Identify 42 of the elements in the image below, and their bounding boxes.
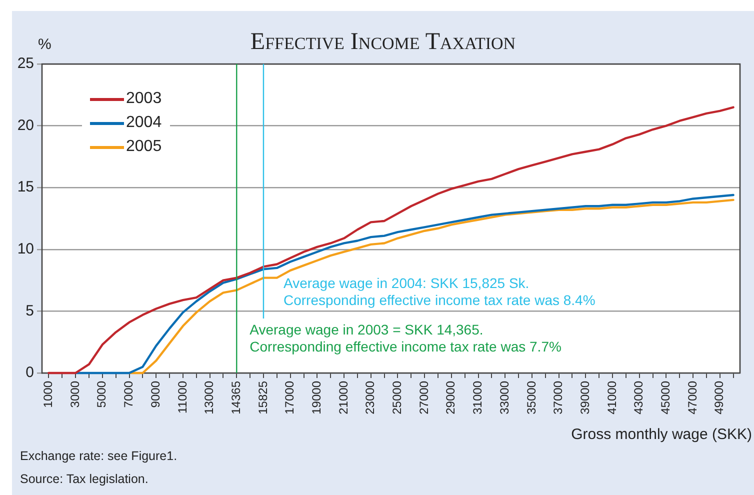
y-tick-label: 25 [17, 55, 34, 72]
y-tick-label: 20 [17, 116, 34, 134]
y-tick-label: 15 [17, 178, 34, 196]
x-tick-label: 29000 [444, 380, 458, 414]
x-tick-label: 5000 [94, 380, 109, 408]
x-tick-label: 27000 [416, 380, 431, 414]
x-tick-label: 19000 [309, 380, 324, 414]
chart-title: Effective Income Taxation [250, 29, 516, 55]
x-tick-label: 11000 [175, 380, 190, 414]
x-tick-label: 17000 [282, 380, 297, 414]
x-tick-label: 3000 [68, 380, 82, 408]
x-tick-label: 13000 [202, 380, 216, 414]
x-tick-label: 21000 [336, 380, 350, 414]
x-tick-label: 25000 [390, 380, 404, 414]
x-tick-label: 31000 [470, 380, 485, 414]
y-tick-label: 5 [26, 302, 34, 320]
source-note: Source: Tax legislation. [20, 472, 148, 486]
x-tick-label: 7000 [122, 380, 136, 408]
x-tick-label: 45000 [658, 380, 672, 414]
x-tick-label: 9000 [148, 380, 162, 408]
legend-label: 2003 [126, 90, 162, 108]
x-tick-label: 43000 [632, 380, 646, 414]
ref-line-label: Average wage in 2004: SKK 15,825 Sk. Corresponding effective income tax rate was 8.4% [283, 275, 596, 308]
x-tick-label: 37000 [551, 380, 566, 414]
x-tick-label: 14365 [228, 380, 243, 414]
x-tick-label: 35000 [524, 380, 538, 414]
x-tick-label: 1000 [41, 380, 56, 408]
x-tick-label: 39000 [578, 380, 592, 414]
x-tick-label: 41000 [604, 380, 619, 414]
x-tick-label: 33000 [497, 380, 512, 414]
legend-label: 2004 [126, 114, 162, 132]
x-axis-title: Gross monthly wage (SKK) [571, 426, 752, 443]
x-tick-label: 15825 [256, 380, 270, 414]
ref-line-label: Average wage in 2003 = SKK 14,365. Corresponding effective income tax rate was 7.7% [250, 321, 562, 354]
x-tick-label: 49000 [712, 380, 726, 414]
x-tick-label: 23000 [363, 380, 378, 414]
legend-label: 2005 [126, 138, 162, 156]
y-axis-title: % [38, 36, 52, 53]
y-tick-label: 0 [26, 364, 34, 382]
text: Exchange rate: see Figure1. [20, 449, 178, 463]
y-tick-label: 10 [17, 240, 34, 258]
x-tick-label: 47000 [685, 380, 700, 414]
